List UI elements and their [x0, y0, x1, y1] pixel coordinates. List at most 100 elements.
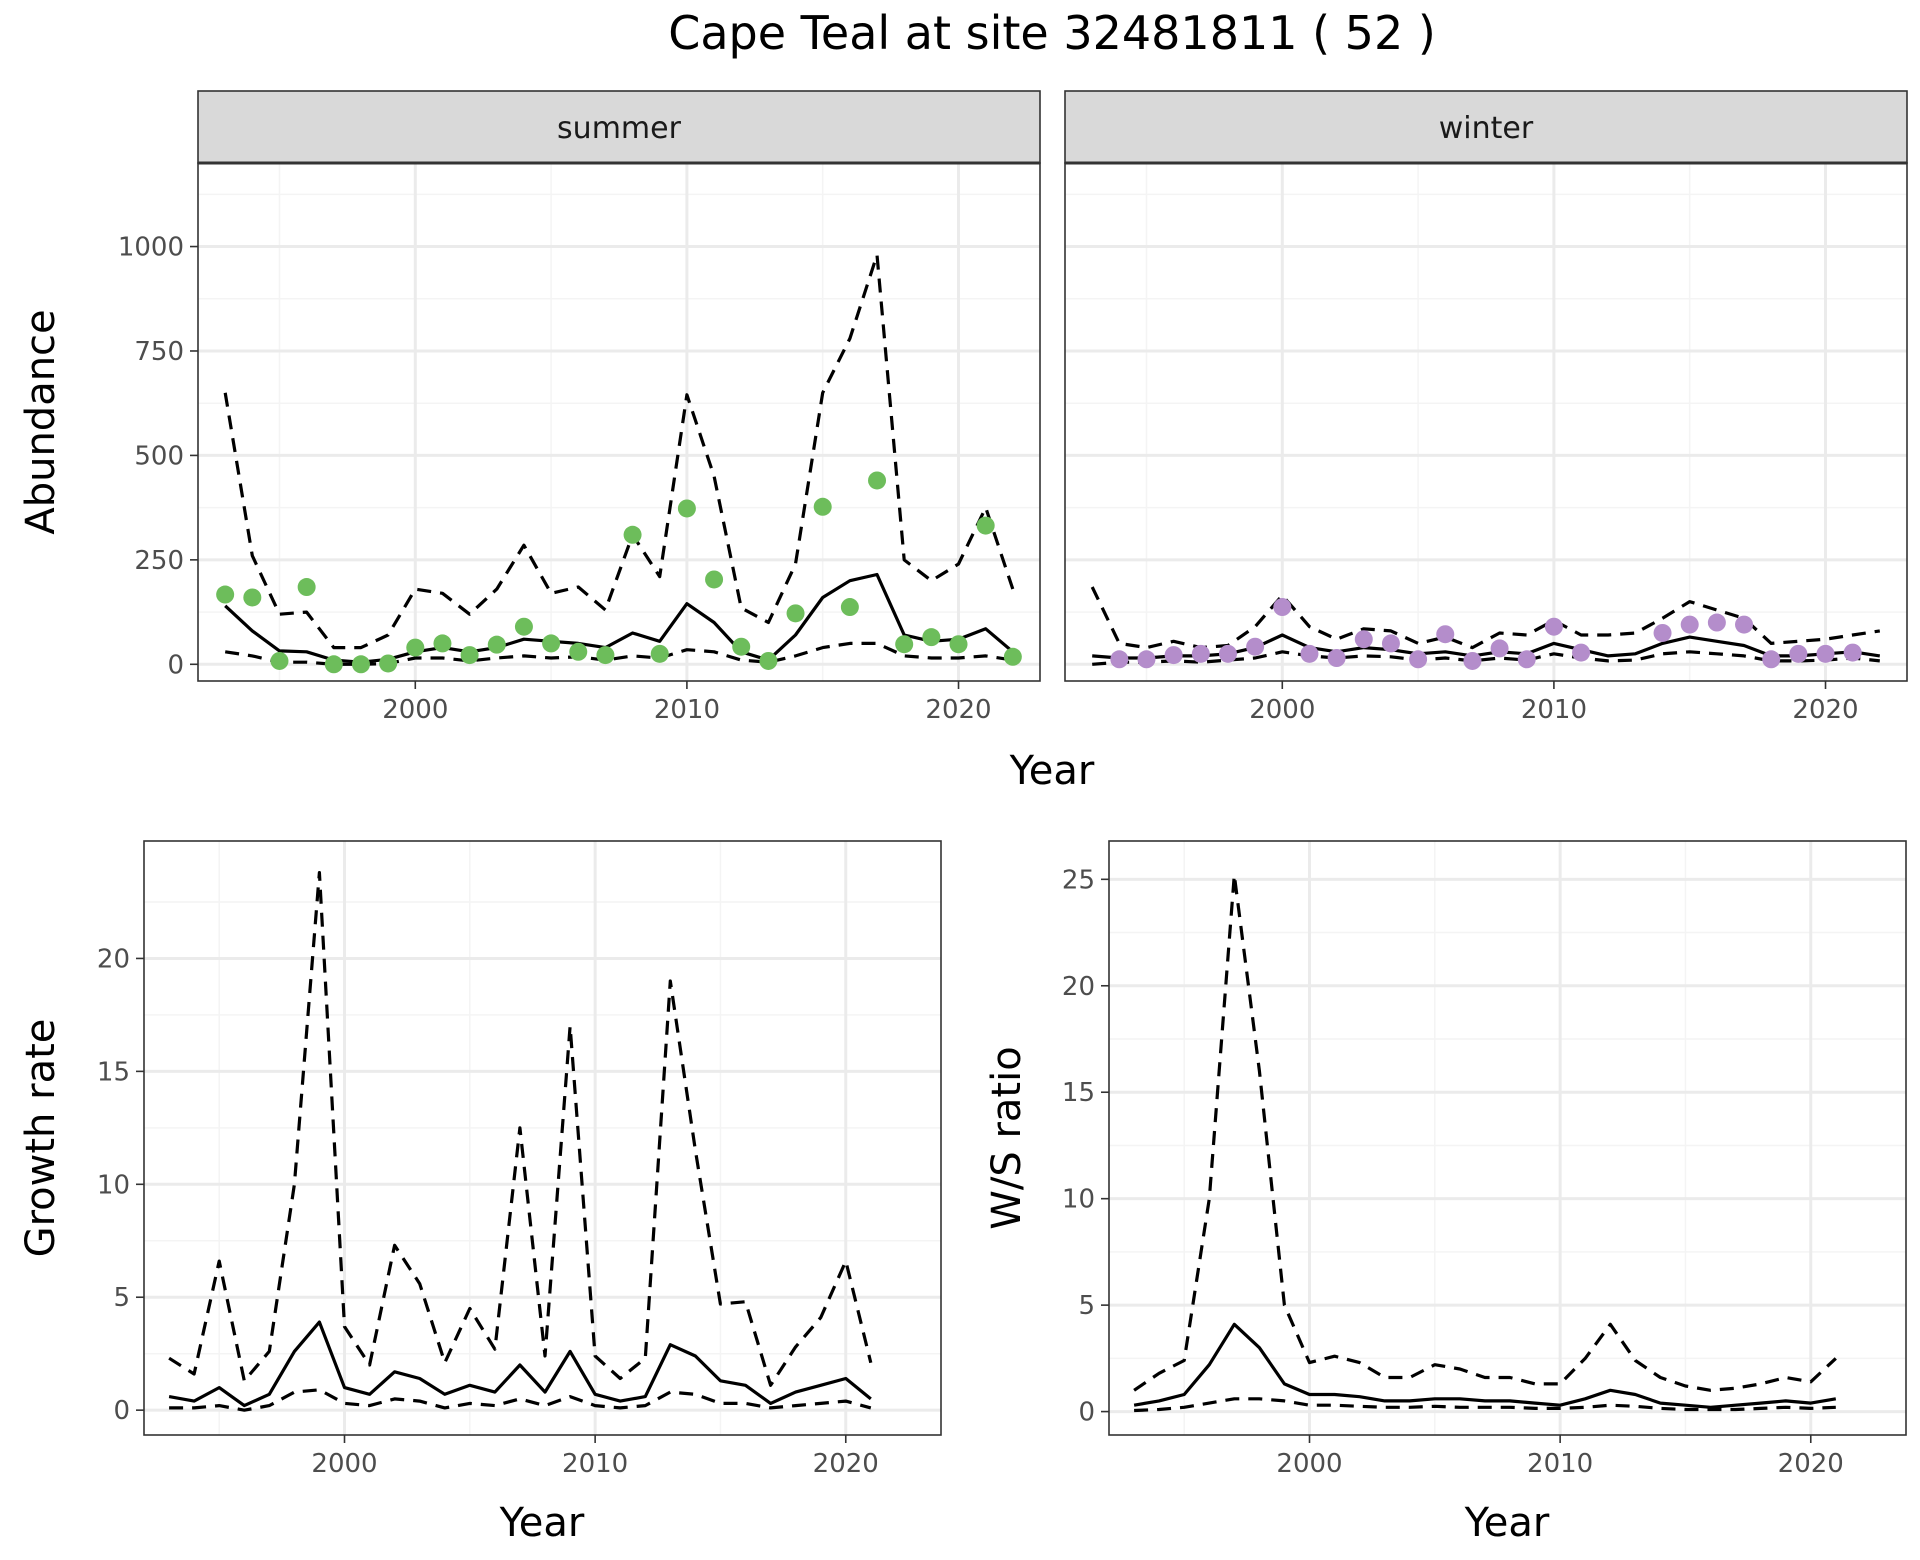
data-point: [460, 646, 479, 665]
data-point: [1164, 646, 1183, 665]
data-point: [1409, 650, 1428, 669]
data-point: [1572, 643, 1591, 662]
y-tick-label: 20: [1062, 972, 1095, 1002]
data-point: [216, 585, 235, 604]
data-point: [976, 516, 995, 535]
x-tick-label: 2000: [1276, 1449, 1342, 1479]
x-tick-label: 2020: [1778, 1449, 1844, 1479]
data-point: [1680, 615, 1699, 634]
x-tick-label: 2010: [1521, 695, 1587, 725]
data-point: [650, 644, 669, 663]
y-tick-label: 15: [97, 1057, 130, 1087]
y-tick-label: 5: [1078, 1291, 1095, 1321]
data-point: [1191, 644, 1210, 663]
data-point: [895, 635, 914, 654]
data-point: [1517, 650, 1536, 669]
data-point: [514, 617, 533, 636]
x-tick-label: 2000: [382, 695, 448, 725]
x-tick-label: 2020: [925, 695, 991, 725]
data-point: [1110, 650, 1129, 669]
data-point: [922, 628, 941, 647]
interval-line: [1092, 650, 1880, 666]
y-tick-label: 0: [1078, 1398, 1095, 1428]
data-point: [1816, 644, 1835, 663]
y-tick-label: 0: [167, 650, 184, 680]
x-tick-label: 2020: [813, 1449, 879, 1479]
data-point: [1137, 650, 1156, 669]
data-point: [542, 634, 561, 653]
data-point: [1789, 644, 1808, 663]
y-axis-title: W/S ratio: [984, 1046, 1030, 1229]
data-point: [379, 654, 398, 673]
data-point: [1300, 644, 1319, 663]
data-point: [433, 634, 452, 653]
data-point: [840, 598, 859, 617]
data-point: [868, 471, 887, 490]
y-tick-label: 15: [1062, 1078, 1095, 1108]
y-tick-label: 10: [97, 1170, 130, 1200]
y-axis-title: Growth rate: [18, 1019, 64, 1258]
data-point: [1003, 647, 1022, 666]
facet-strip-label: summer: [557, 111, 682, 146]
panel-border: [1108, 840, 1907, 1436]
y-tick-label: 25: [1062, 865, 1095, 895]
interval-line: [223, 253, 1015, 650]
interval-line: [1133, 873, 1837, 1392]
data-point: [1436, 625, 1455, 644]
data-point: [487, 635, 506, 654]
x-axis-title: Year: [499, 1500, 585, 1546]
panel-ws-ratio: 2000 2010 2020 0 5 10 15 20 25: [1062, 840, 1907, 1479]
data-point: [351, 655, 370, 674]
data-point: [623, 525, 642, 544]
data-point: [1707, 613, 1726, 632]
x-axis-title: Year: [1009, 748, 1095, 794]
panel-winter: 2000 2010 2020 winter: [1064, 90, 1908, 725]
y-tick-label: 250: [134, 546, 184, 576]
data-point: [1218, 644, 1237, 663]
interval-line: [224, 641, 1014, 666]
x-axis-title: Year: [1464, 1500, 1550, 1546]
data-point: [1762, 650, 1781, 669]
data-point: [759, 651, 778, 670]
data-point: [1246, 637, 1265, 656]
data-point: [677, 499, 696, 518]
data-point: [732, 637, 751, 656]
data-point: [569, 642, 588, 661]
figure-title: Cape Teal at site 32481811 ( 52 ): [668, 6, 1436, 60]
data-point: [1354, 630, 1373, 649]
data-point: [1490, 639, 1509, 658]
data-point: [949, 635, 968, 654]
y-tick-label: 500: [134, 441, 184, 471]
y-tick-label: 5: [113, 1283, 130, 1313]
y-tick-label: 750: [134, 337, 184, 367]
data-point: [1843, 643, 1862, 662]
x-tick-label: 2020: [1792, 695, 1858, 725]
facet-strip-label: winter: [1439, 111, 1534, 146]
estimate-line: [168, 1320, 872, 1408]
facet-strip: [1064, 90, 1908, 164]
data-point: [1544, 617, 1563, 636]
x-tick-label: 2000: [311, 1449, 377, 1479]
panel-summer: 2000 2010 2020 0 250 500 750 1000 summer: [118, 90, 1041, 725]
data-point: [1273, 598, 1292, 617]
data-point: [813, 497, 832, 516]
data-point: [1381, 634, 1400, 653]
y-tick-label: 10: [1062, 1185, 1095, 1215]
data-point: [596, 646, 615, 665]
x-tick-label: 2000: [1249, 695, 1315, 725]
data-point: [243, 588, 262, 607]
y-axis-title: Abundance: [18, 309, 64, 534]
data-point: [786, 604, 805, 623]
data-point: [1463, 651, 1482, 670]
data-point: [270, 651, 289, 670]
y-tick-label: 20: [97, 944, 130, 974]
data-point: [324, 655, 343, 674]
data-point: [1653, 623, 1672, 642]
interval-line: [169, 1388, 872, 1412]
x-tick-label: 2010: [562, 1449, 628, 1479]
data-point: [1735, 615, 1754, 634]
facet-strip: [197, 90, 1041, 164]
x-tick-label: 2010: [654, 695, 720, 725]
estimate-line: [1133, 1322, 1837, 1409]
